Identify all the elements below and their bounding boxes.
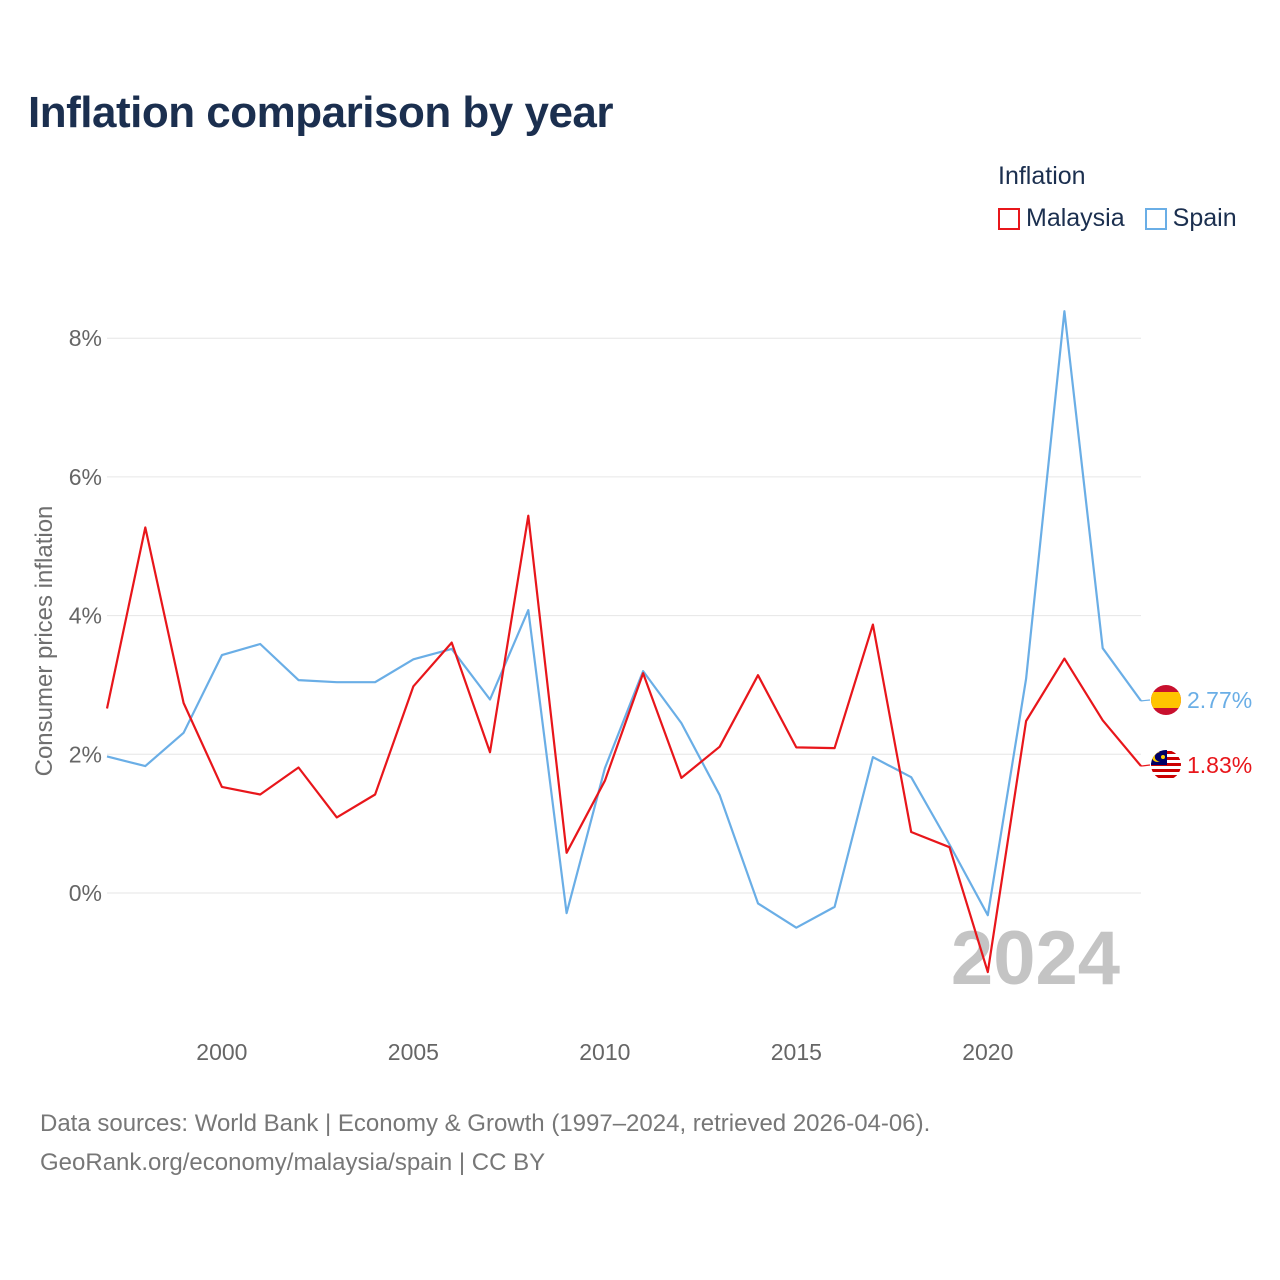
y-tick-label-4: 8% xyxy=(69,325,102,351)
x-tick-label-1: 2005 xyxy=(388,1039,439,1065)
legend: Malaysia Spain xyxy=(998,204,1237,233)
sources-note: Data sources: World Bank | Economy & Gro… xyxy=(40,1104,930,1182)
credit-line[interactable]: GeoRank.org/economy/malaysia/spain | CC … xyxy=(40,1149,546,1176)
x-tick-label-4: 2020 xyxy=(962,1039,1013,1065)
legend-swatch-malaysia xyxy=(998,207,1020,230)
x-tick-labels: 2000 2005 2010 2015 2020 xyxy=(196,1039,1013,1065)
x-tick-label-2: 2010 xyxy=(579,1039,630,1065)
end-label-malaysia: 1.83% xyxy=(1187,752,1252,778)
x-tick-label-0: 2000 xyxy=(196,1039,247,1065)
chart-title: Inflation comparison by year xyxy=(28,88,614,137)
y-tick-label-1: 2% xyxy=(69,741,102,767)
sources-line: Data sources: World Bank | Economy & Gro… xyxy=(40,1110,931,1137)
legend-label-malaysia: Malaysia xyxy=(1026,204,1125,232)
legend-item-spain[interactable]: Spain xyxy=(1144,204,1237,233)
y-axis-label: Consumer prices inflation xyxy=(31,506,58,777)
end-label-spain: 2.77% xyxy=(1187,687,1252,713)
y-tick-label-2: 4% xyxy=(69,603,102,629)
year-watermark: 2024 xyxy=(951,916,1120,1001)
line-chart: 0% 2% 4% 6% 8% 2000 2005 2010 2015 2020 2024 Con… xyxy=(31,310,1252,1065)
spain-flag-icon xyxy=(1151,685,1181,715)
end-connector-malaysia xyxy=(1140,764,1151,767)
x-tick-label-3: 2015 xyxy=(771,1039,822,1065)
legend-label-spain: Spain xyxy=(1172,204,1237,232)
series-line-malaysia xyxy=(105,514,1142,974)
y-tick-label-3: 6% xyxy=(69,464,102,490)
y-tick-labels: 0% 2% 4% 6% 8% xyxy=(69,325,102,906)
grid-layer xyxy=(107,337,1141,894)
legend-swatch-spain xyxy=(1144,207,1167,230)
legend-title: Inflation xyxy=(998,162,1086,190)
malaysia-flag-icon xyxy=(1151,750,1181,780)
series-line-spain xyxy=(106,310,1142,929)
y-tick-label-0: 0% xyxy=(69,880,102,906)
series-layer xyxy=(105,310,1142,974)
legend-item-malaysia[interactable]: Malaysia xyxy=(998,204,1125,233)
end-labels: 1.83% 2.77% xyxy=(1140,687,1252,778)
end-connector-spain xyxy=(1140,699,1151,702)
